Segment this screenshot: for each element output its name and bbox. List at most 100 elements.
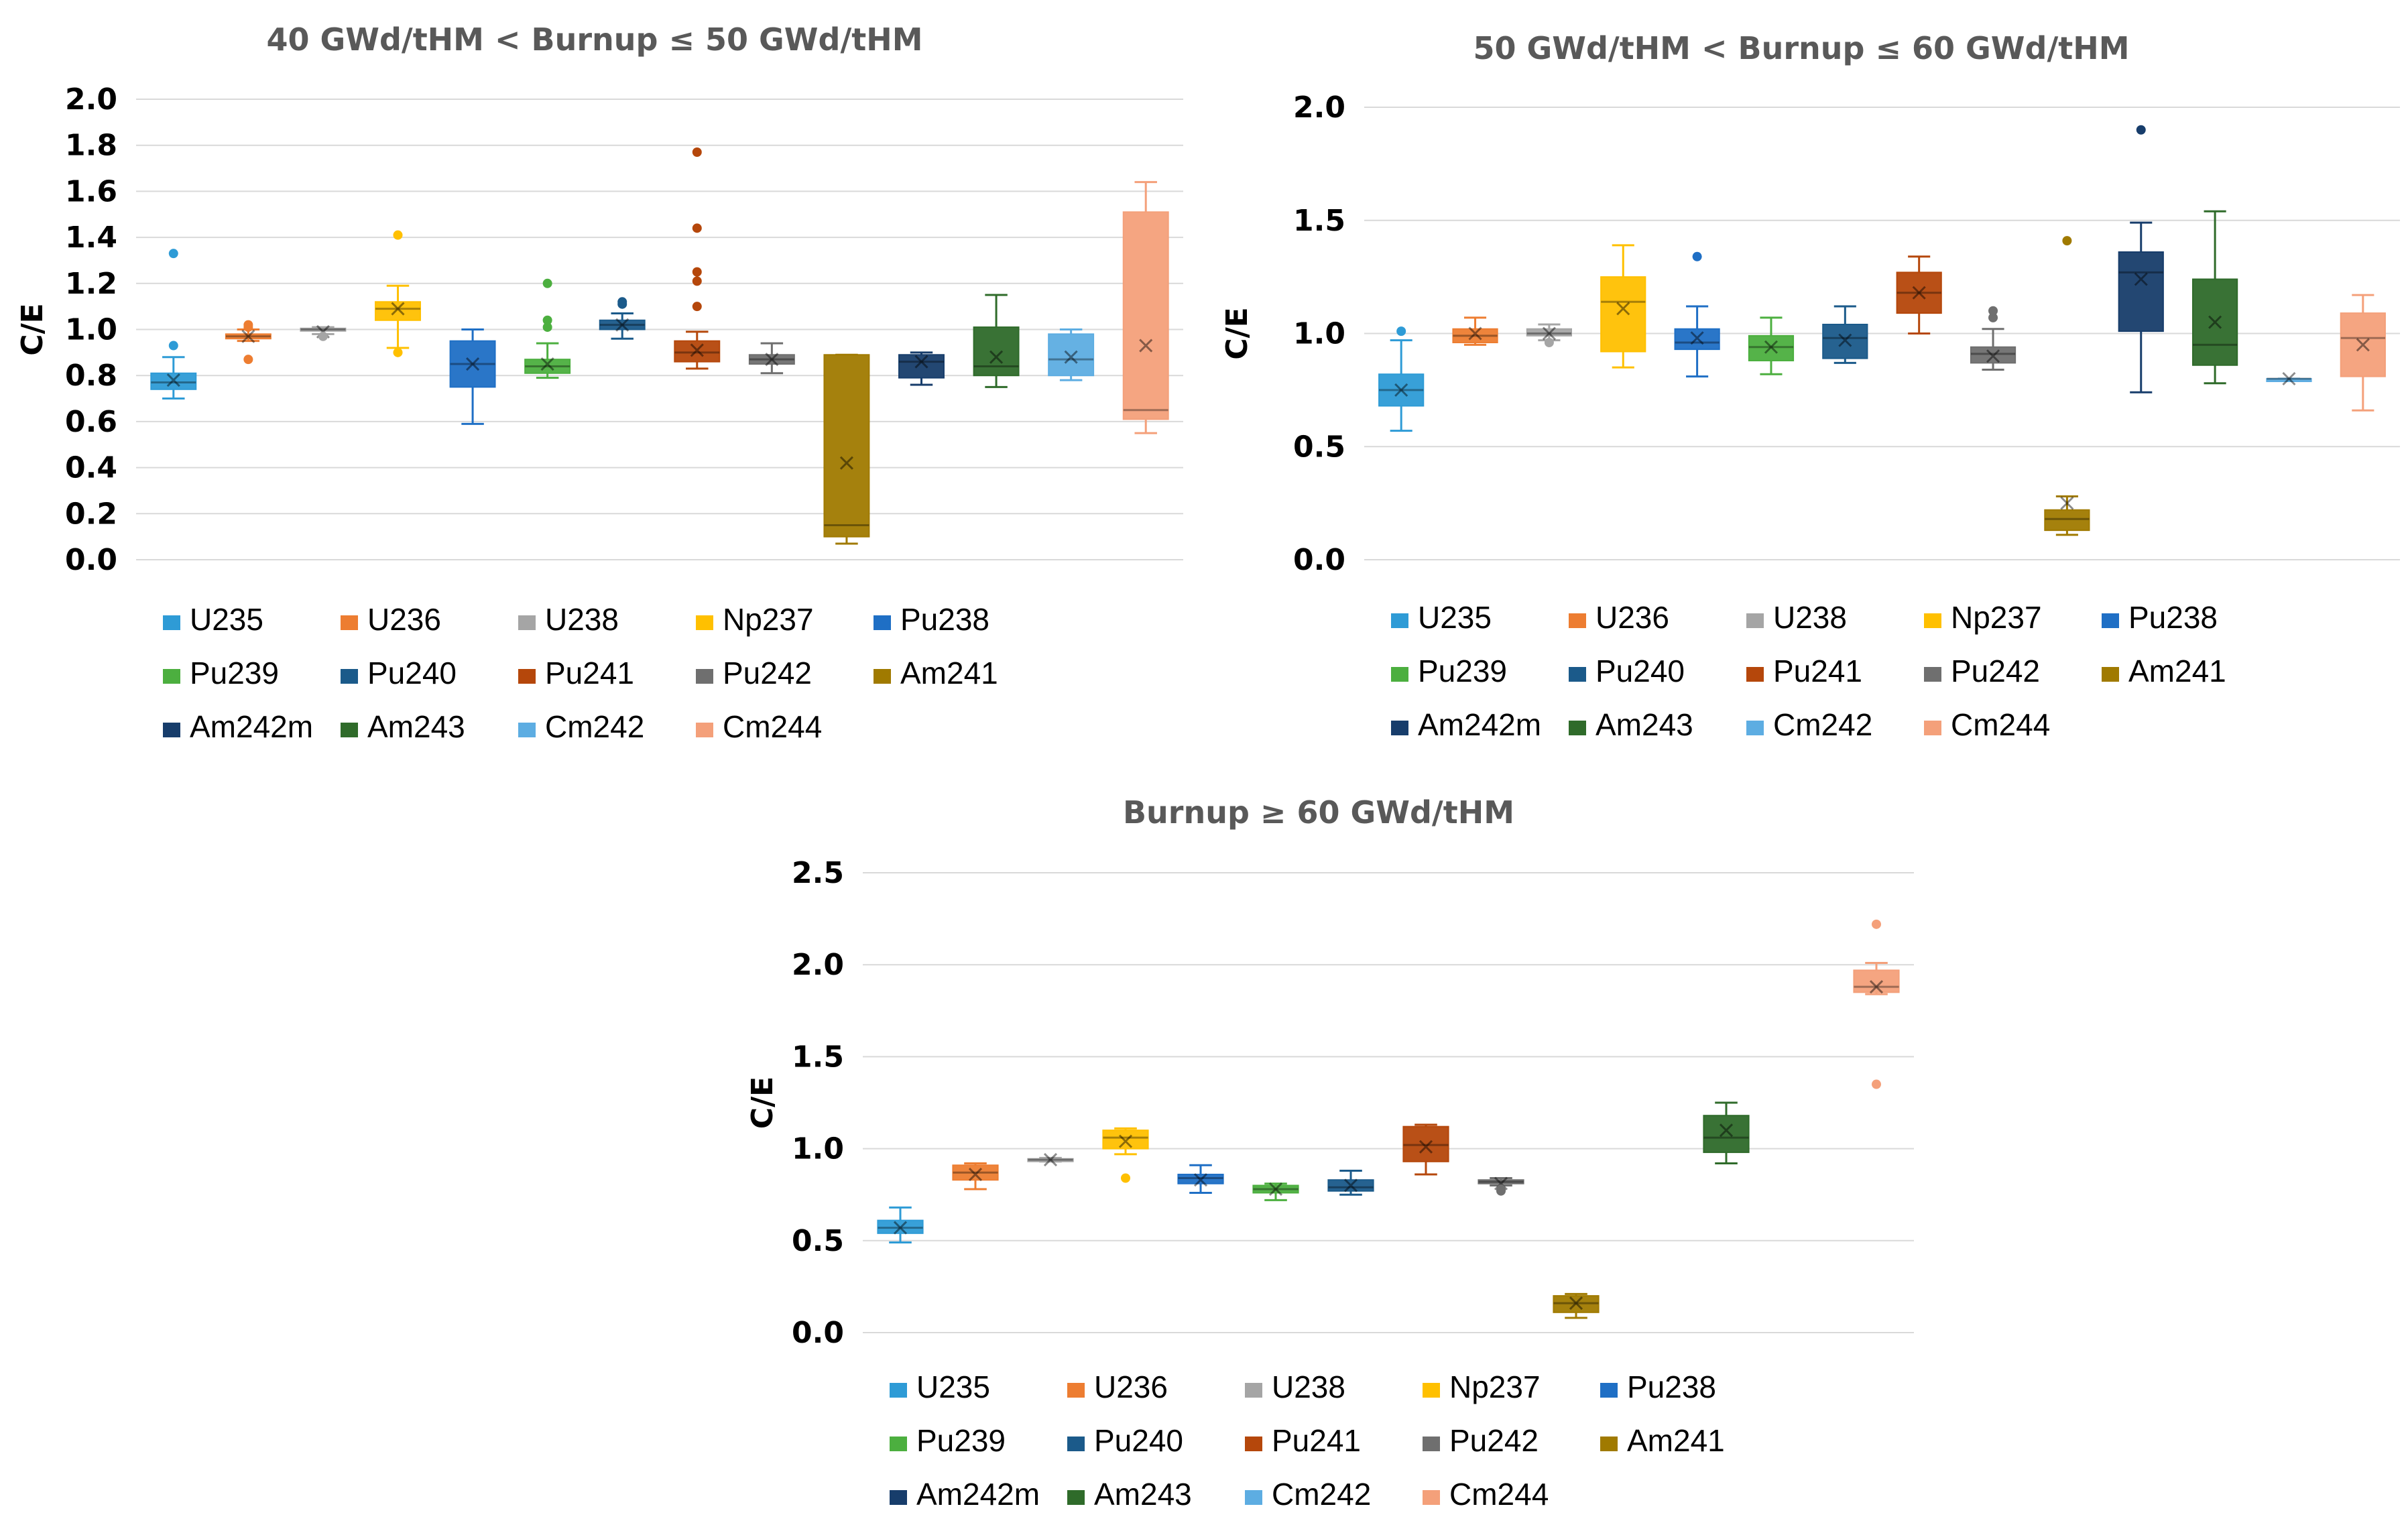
legend-label: Cm244	[1951, 707, 2050, 742]
y-tick-label: 0.5	[1293, 430, 1345, 464]
outlier-point	[1396, 326, 1406, 337]
legend-item-am243: Am243	[1569, 707, 1693, 742]
box-iqr	[1027, 1158, 1074, 1162]
y-tick-label: 1.2	[65, 267, 117, 301]
legend-swatch	[890, 1383, 907, 1398]
legend-swatch	[518, 723, 536, 737]
legend-item-am241: Am241	[874, 656, 998, 690]
box-iqr	[973, 326, 1020, 377]
legend-swatch	[1924, 667, 1941, 682]
box-u236	[225, 320, 272, 365]
mean-marker	[540, 357, 554, 371]
legend-label: Np237	[723, 602, 814, 637]
legend-label: Am243	[1596, 707, 1693, 742]
legend-label: Cm242	[545, 709, 644, 744]
y-tick-label: 1.0	[65, 313, 117, 347]
legend-item-pu238: Pu238	[1600, 1369, 1716, 1404]
box-pu242	[1478, 1176, 1524, 1196]
mean-marker	[1690, 331, 1704, 345]
legend-item-cm242: Cm242	[1746, 707, 1872, 742]
legend-label: U235	[190, 602, 263, 637]
legend-label: Pu239	[190, 656, 279, 690]
mean-marker	[1268, 1182, 1283, 1197]
legend-swatch	[1746, 667, 1764, 682]
box-iqr	[1122, 211, 1169, 420]
mean-marker	[1193, 1173, 1208, 1187]
box-iqr	[1600, 276, 1646, 353]
box-iqr	[1177, 1174, 1224, 1184]
box-cm244	[2340, 294, 2386, 412]
y-tick-label: 0.2	[65, 497, 117, 531]
box-pu241	[674, 147, 721, 370]
legend-item-cm244: Cm244	[1924, 707, 2050, 742]
legend-label: Pu241	[545, 656, 634, 690]
outlier-point	[243, 320, 253, 330]
legend-item-am242m: Am242m	[890, 1477, 1040, 1512]
legend-label: Pu239	[916, 1423, 1006, 1458]
legend-swatch	[518, 669, 536, 684]
box-pu240	[1822, 305, 1868, 364]
legend-label: Pu238	[900, 602, 989, 637]
outlier-point	[1496, 1184, 1506, 1194]
y-tick-label: 0.6	[65, 405, 117, 439]
outlier-point	[393, 347, 403, 357]
mean-marker	[615, 318, 629, 332]
box-am243	[2192, 210, 2238, 385]
legend-label: Am243	[367, 709, 465, 744]
mean-marker	[166, 373, 180, 387]
mean-marker	[2208, 315, 2222, 329]
mean-marker	[839, 456, 853, 470]
legend-label: Pu242	[723, 656, 812, 690]
y-tick-label: 1.5	[1293, 204, 1345, 238]
legend-label: U236	[367, 602, 441, 637]
legend-swatch	[163, 723, 180, 737]
box-u235	[1378, 326, 1425, 432]
box-am241	[1553, 1292, 1600, 1319]
outlier-point	[692, 276, 702, 286]
box-iqr	[1402, 1125, 1449, 1162]
box-am242m	[898, 351, 945, 386]
legend-swatch	[696, 615, 713, 630]
legend-swatch	[163, 669, 180, 684]
legend-swatch	[1067, 1383, 1085, 1398]
outlier-point	[1544, 338, 1554, 347]
box-iqr	[1478, 1179, 1524, 1184]
box-np237	[375, 230, 421, 357]
outlier-point	[692, 223, 702, 233]
legend-label: Am242m	[190, 709, 313, 744]
y-axis-label: C/E	[745, 1077, 780, 1129]
box-pu242	[748, 342, 795, 375]
legend-label: Pu242	[1449, 1423, 1539, 1458]
mean-marker	[2356, 338, 2370, 352]
box-iqr	[1452, 328, 1498, 343]
legend-label: Am241	[900, 656, 998, 690]
y-axis-label: C/E	[15, 303, 50, 355]
mean-marker	[391, 302, 405, 316]
legend-item-pu242: Pu242	[1924, 654, 2040, 688]
y-axis-label: C/E	[1220, 307, 1254, 359]
legend-item-u238: U238	[518, 602, 619, 637]
legend-item-cm244: Cm244	[1423, 1477, 1549, 1512]
box-iqr	[2118, 251, 2164, 332]
box-cm244	[1122, 181, 1169, 434]
legend-item-pu241: Pu241	[518, 656, 634, 690]
legend-swatch	[341, 723, 358, 737]
mean-marker	[2282, 371, 2296, 386]
legend-item-cm242: Cm242	[1245, 1477, 1371, 1512]
legend-label: Am241	[1627, 1423, 1725, 1458]
mean-marker	[1719, 1123, 1734, 1138]
legend-label: U238	[1272, 1369, 1345, 1404]
box-iqr	[524, 359, 571, 374]
box-iqr	[1102, 1129, 1149, 1150]
box-am242m	[2118, 125, 2164, 393]
outlier-point	[692, 302, 702, 312]
outlier-point	[1988, 312, 1998, 322]
y-tick-label: 0.8	[65, 359, 117, 393]
outlier-point	[692, 147, 702, 158]
legend-swatch	[518, 615, 536, 630]
chart-panel-1: 40 GWd/tHM < Burnup ≤ 50 GWd/tHM 0.0 0.2 0.…	[15, 21, 1183, 744]
y-tick-label: 2.5	[792, 856, 844, 890]
box-pu242	[1970, 306, 2016, 371]
legend-swatch	[1569, 667, 1586, 682]
outlier-point	[542, 278, 552, 288]
